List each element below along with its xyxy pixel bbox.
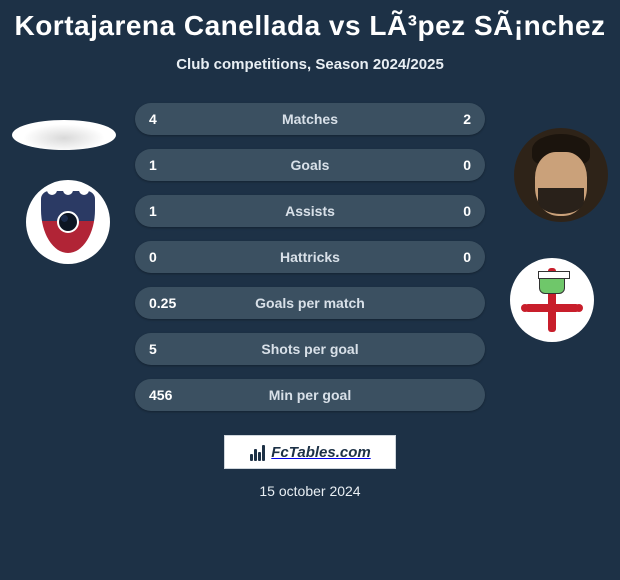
table-row: 1 Goals 0	[135, 149, 485, 181]
brand-link[interactable]: FcTables.com	[224, 435, 396, 469]
stat-label: Assists	[209, 203, 411, 219]
date-label: 15 october 2024	[0, 483, 620, 499]
stat-label: Goals	[209, 157, 411, 173]
table-row: 1 Assists 0	[135, 195, 485, 227]
stat-label: Matches	[209, 111, 411, 127]
stat-left: 0.25	[149, 295, 209, 311]
page-title: Kortajarena Canellada vs LÃ³pez SÃ¡nchez	[0, 0, 620, 42]
stat-label: Goals per match	[209, 295, 411, 311]
table-row: 5 Shots per goal	[135, 333, 485, 365]
stat-left: 1	[149, 157, 209, 173]
stat-right: 0	[411, 249, 471, 265]
stat-left: 456	[149, 387, 209, 403]
subtitle: Club competitions, Season 2024/2025	[0, 56, 620, 73]
table-row: 4 Matches 2	[135, 103, 485, 135]
stats-table: 4 Matches 2 1 Goals 0 1 Assists 0 0 Hatt…	[0, 103, 620, 411]
stat-right: 2	[411, 111, 471, 127]
table-row: 0.25 Goals per match	[135, 287, 485, 319]
stat-right: 0	[411, 203, 471, 219]
stat-left: 1	[149, 203, 209, 219]
stat-label: Min per goal	[209, 387, 411, 403]
stat-label: Hattricks	[209, 249, 411, 265]
brand-text: FcTables.com	[271, 444, 370, 461]
stat-left: 5	[149, 341, 209, 357]
stat-label: Shots per goal	[209, 341, 411, 357]
table-row: 0 Hattricks 0	[135, 241, 485, 273]
stat-left: 0	[149, 249, 209, 265]
brand-chart-icon	[249, 443, 267, 461]
stat-left: 4	[149, 111, 209, 127]
table-row: 456 Min per goal	[135, 379, 485, 411]
stat-right: 0	[411, 157, 471, 173]
